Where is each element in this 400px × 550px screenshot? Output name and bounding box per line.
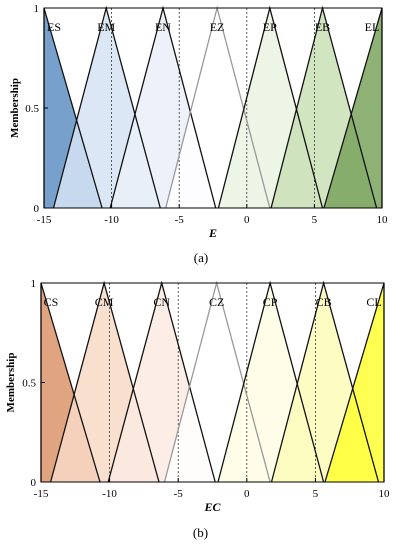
x-tick-label: -10 <box>104 214 119 226</box>
x-tick-label: 0 <box>244 214 250 226</box>
y-tick-label: 1 <box>34 3 40 15</box>
y-axis-title: Membership <box>9 78 21 138</box>
mf-label-em: EM <box>97 20 115 34</box>
chart-panel-1: ES EM EN EZ EP EB EL -15 -10 -5 0 5 10 0 0.5 1 Membershi… <box>9 3 388 265</box>
x-tick-label: 5 <box>313 488 319 500</box>
mf-label-eb: EB <box>315 20 330 34</box>
chart-panel-2: CS CM CN CZ CP CB CL -15 -10 -5 0 5 10 0 0.5 1 Membershi… <box>5 278 390 540</box>
y-axis-title: Membership <box>5 353 17 413</box>
mf-label-cb: CB <box>316 295 332 309</box>
mf-label-ep: EP <box>263 20 277 34</box>
mf-label-cm: CM <box>95 295 114 309</box>
x-tick-label: -5 <box>175 214 185 226</box>
x-tick-label: 10 <box>377 214 389 226</box>
mf-label-ez: EZ <box>210 20 225 34</box>
figure-caption: (b) <box>193 525 208 540</box>
mf-label-el: EL <box>365 20 380 34</box>
mf-label-es: ES <box>47 20 61 34</box>
mf-label-cp: CP <box>263 295 278 309</box>
mf-label-cz: CZ <box>209 295 224 309</box>
mf-label-cn: CN <box>153 295 170 309</box>
mf-label-en: EN <box>155 20 171 34</box>
y-tick-label: 0 <box>34 203 40 215</box>
y-tick-label: 1 <box>31 278 37 290</box>
x-tick-label: 10 <box>379 488 391 500</box>
mf-label-cs: CS <box>44 295 59 309</box>
x-axis-title: E <box>208 226 217 240</box>
y-tick-label: 0 <box>31 477 37 489</box>
x-tick-label: -5 <box>174 488 184 500</box>
mf-label-cl: CL <box>366 295 381 309</box>
x-tick-label: -15 <box>34 488 49 500</box>
x-tick-label: -15 <box>37 214 52 226</box>
x-tick-label: 5 <box>312 214 318 226</box>
x-tick-label: 0 <box>244 488 250 500</box>
y-tick-label: 0.5 <box>22 378 36 390</box>
y-tick-label: 0.5 <box>25 103 39 115</box>
x-tick-label: -10 <box>102 488 117 500</box>
figure-caption: (a) <box>194 250 208 265</box>
x-axis-title: EC <box>203 500 221 514</box>
